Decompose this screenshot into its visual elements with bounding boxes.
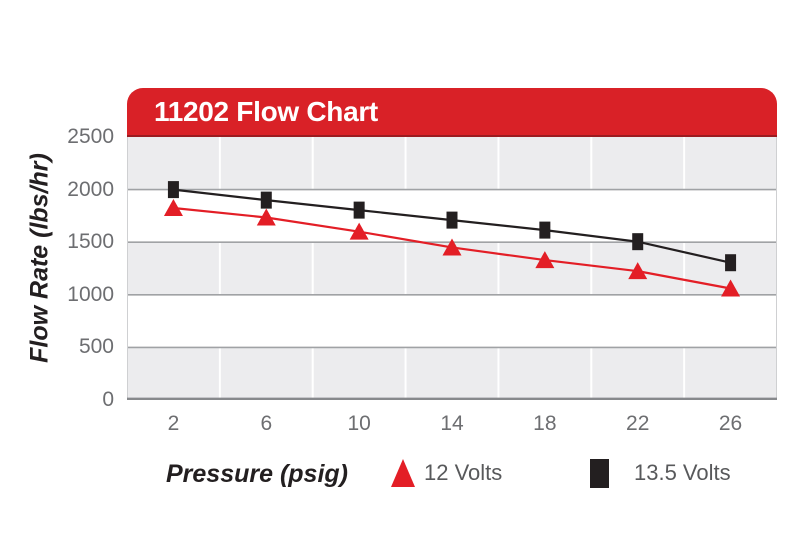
marker-13-5-volts (632, 233, 644, 251)
x-tick-label: 2 (167, 412, 180, 435)
x-tick-label: 10 (347, 412, 371, 435)
marker-12-volts (163, 199, 183, 217)
band (127, 347, 777, 400)
marker-12-volts (442, 238, 462, 256)
legend-triangle-marker-icon (391, 459, 415, 487)
y-tick-label: 1500 (67, 230, 114, 254)
y-tick-label: 2000 (67, 177, 114, 201)
marker-13-5-volts (539, 221, 551, 239)
x-tick-label: 6 (260, 412, 273, 435)
x-tick-label: 22 (626, 412, 650, 435)
marker-12-volts (628, 262, 648, 280)
y-tick-label: 2500 (67, 125, 114, 148)
legend-label-12-volts: 12 Volts (424, 460, 503, 485)
legend-label-13-5-volts: 13.5 Volts (634, 460, 731, 485)
band (127, 137, 777, 190)
plot-area (127, 137, 777, 400)
x-tick-label: 26 (718, 412, 743, 435)
marker-13-5-volts (353, 201, 365, 219)
x-tick-label: 18 (533, 412, 557, 435)
marker-12-volts (721, 279, 741, 297)
marker-13-5-volts (260, 191, 272, 209)
y-tick-label: 1000 (67, 282, 114, 306)
marker-12-volts (349, 222, 369, 240)
chart-title: 11202 Flow Chart (154, 96, 378, 127)
legend-square-marker-icon (590, 459, 609, 488)
marker-12-volts (256, 208, 276, 226)
x-tick-label: 14 (440, 412, 464, 435)
marker-13-5-volts (446, 211, 458, 229)
marker-13-5-volts (725, 254, 737, 272)
marker-13-5-volts (167, 181, 179, 199)
chart-title-bar: 11202 Flow Chart (127, 88, 777, 137)
y-axis-tick-labels: 0 500 1000 1500 2000 2500 (0, 0, 114, 554)
y-tick-label: 0 (102, 388, 114, 411)
y-tick-label: 500 (78, 335, 114, 359)
marker-12-volts (535, 251, 555, 269)
x-axis-title: Pressure (psig) (166, 460, 349, 488)
